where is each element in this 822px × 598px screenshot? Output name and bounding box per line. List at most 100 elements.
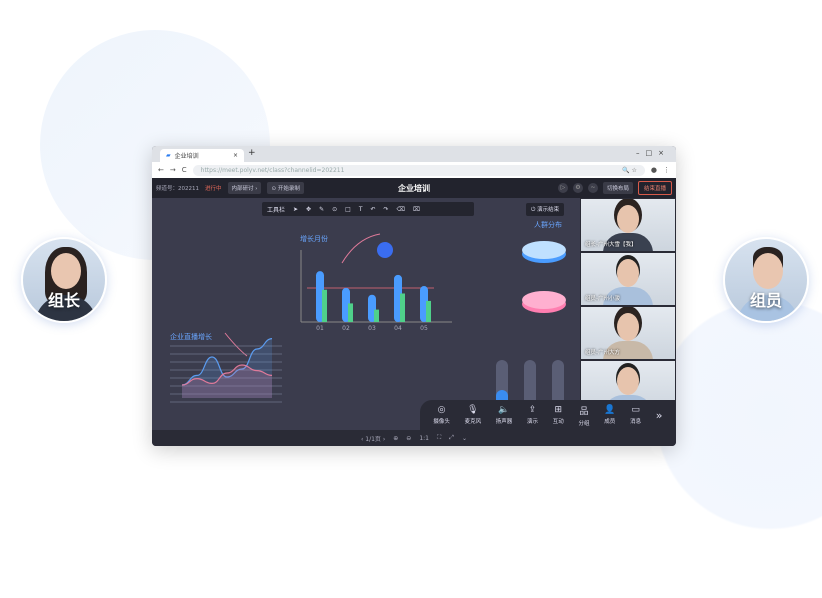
pie-blue-top [522, 241, 566, 259]
star-icon[interactable]: 🔍 ☆ [622, 166, 637, 174]
avatar-leader: 组长 [21, 237, 107, 323]
whiteboard[interactable]: 工具栏 ➤ ✥ ✎ ⊙ □ T ↶ ↷ ⌫ ⌧ ⏻ 演示结束 增长月份 企业直播增长 人群分布 0… [152, 198, 580, 430]
browser-tab[interactable]: ▰ 企业培训 × [160, 149, 244, 162]
label: 消息 [630, 419, 642, 425]
user-icon: 👤 [604, 405, 616, 415]
x-tick-label: 03 [368, 325, 376, 332]
camera-icon: ◎ [437, 405, 446, 415]
share-icon: ⇪ [528, 405, 537, 415]
profile-icon[interactable]: ● [650, 166, 657, 174]
area [182, 338, 272, 398]
forward-icon[interactable]: → [169, 166, 176, 174]
channel-id: 频道号：202211 [156, 186, 199, 192]
label: 摄像头 [433, 419, 450, 425]
label: 扬声器 [495, 419, 513, 425]
label: 分组 [578, 420, 590, 427]
browser-window: ▰ 企业培训 × + –□× ← → C https://meet.polyv.net/… [152, 146, 676, 446]
x-tick-label: 04 [394, 325, 402, 332]
url-input[interactable]: https://meet.polyv.net/class?channelid=2… [192, 164, 645, 176]
messages-button[interactable]: ▭ 消息 [630, 405, 641, 425]
microphone-icon: 🎙 [467, 405, 479, 415]
toolbar-label: 工具栏 [267, 206, 286, 214]
back-icon[interactable]: ← [158, 166, 164, 174]
discussion-button[interactable]: 内部研讨 › [227, 182, 262, 194]
circle-icon[interactable]: ⊙ [332, 205, 338, 213]
bar [426, 300, 431, 322]
group-button[interactable]: 品分组 [578, 404, 589, 427]
end-live-button[interactable]: 结束直播 [637, 181, 672, 195]
bar [374, 309, 379, 322]
video-tile[interactable]: 组员-广州大方 [581, 307, 675, 359]
x-tick-label: 01 [316, 325, 324, 332]
redo-icon[interactable]: ↷ [383, 205, 389, 213]
menu-icon[interactable]: ⋮ [663, 166, 670, 174]
area [182, 365, 272, 398]
members-button[interactable]: 👤 成员 [604, 405, 615, 425]
camera-button[interactable]: ◎ 摄像头 [433, 405, 450, 425]
undo-icon[interactable]: ↶ [370, 205, 376, 213]
fit-icon[interactable]: ⤢ [449, 434, 454, 441]
line-chart-title: 企业直播增长 [170, 333, 212, 341]
whiteboard-charts: 01 02 03 04 05 [170, 233, 566, 430]
pen-icon[interactable]: ✎ [319, 205, 325, 213]
actual-size-icon[interactable]: 1:1 [419, 434, 429, 442]
speaker-icon: 🔈 [498, 405, 510, 415]
bar-chart-title: 增长月份 [300, 235, 328, 243]
reload-icon[interactable]: C [181, 166, 187, 174]
avatar-label: 组员 [749, 291, 782, 310]
status-bar: ‹ 1/1页 › ⊕ ⊖ 1:1 ⛶ ⤢ ⌄ [152, 430, 676, 446]
pie-chart-title: 人群分布 [534, 221, 562, 229]
tab-title: 企业培训 [174, 153, 199, 160]
new-tab-button[interactable]: + [248, 148, 256, 158]
record-button[interactable]: ⊙ 开始录制 [267, 182, 304, 194]
x-tick-label: 05 [420, 325, 428, 332]
settings-icon[interactable]: ⚙ [572, 183, 583, 193]
arrow-annotation [341, 233, 381, 264]
label: 演示 [527, 419, 539, 425]
bg-circle [655, 300, 822, 530]
bar [400, 293, 405, 322]
more-icon[interactable]: » [655, 408, 663, 422]
present-button[interactable]: ⇪ 演示 [527, 405, 538, 425]
video-name: 组长-广州大雪【我】 [585, 242, 637, 248]
text-icon[interactable]: T [358, 205, 363, 213]
rectangle-icon[interactable]: □ [345, 205, 351, 213]
arrow-annotation [224, 332, 248, 357]
collapse-icon[interactable]: ⌄ [461, 434, 468, 442]
video-tile[interactable]: 组长-广州大雪【我】 [581, 199, 675, 251]
window-controls[interactable]: –□× [636, 149, 670, 157]
video-tile[interactable]: 组员-广州小骏 [581, 253, 675, 305]
page-title: 企业培训 [398, 183, 430, 193]
move-icon[interactable]: ✥ [306, 205, 312, 213]
series-line [181, 338, 273, 386]
page-indicator[interactable]: ‹ 1/1页 › [360, 435, 386, 443]
avatar-label: 组长 [47, 291, 80, 310]
address-bar: ← → C https://meet.polyv.net/class?channel… [152, 162, 676, 178]
url-text: https://meet.polyv.net/class?channelid=2… [200, 166, 345, 174]
speaker-button[interactable]: 🔈 扬声器 [496, 405, 513, 425]
bar [348, 303, 353, 322]
close-tab-icon[interactable]: × [232, 152, 238, 159]
control-bar: ◎ 摄像头 🎙 麦克风 🔈 扬声器 ⇪ 演示 ⊞ 互动 品分组 👤 成员 ▭ 消息 » [420, 400, 676, 430]
video-list: 组长-广州大雪【我】 组员-广州小骏 组员-广州大方 [580, 198, 676, 430]
interact-button[interactable]: ⊞ 互动 [553, 405, 564, 425]
microphone-button[interactable]: 🎙 麦克风 [465, 405, 482, 425]
live-status: 进行中 [205, 186, 222, 192]
app-header: 频道号：202211 进行中 内部研讨 › ⊙ 开始录制 企业培训 ▷ ⚙ ~ 切换… [152, 178, 676, 198]
eraser-icon[interactable]: ⌫ [396, 205, 406, 213]
clear-icon[interactable]: ⌧ [413, 205, 420, 213]
pie-pink-top [522, 291, 566, 309]
label: 麦克风 [464, 419, 482, 425]
zoom-in-icon[interactable]: ⊕ [393, 434, 399, 442]
message-icon: ▭ [631, 405, 640, 415]
signal-icon[interactable]: ~ [587, 183, 598, 193]
bar [322, 289, 327, 322]
label: 互动 [552, 419, 564, 425]
switch-layout-button[interactable]: 切换布局 [602, 182, 633, 194]
fullscreen-icon[interactable]: ⛶ [436, 434, 442, 441]
end-demo-button[interactable]: ⏻ 演示结束 [526, 203, 565, 216]
play-icon[interactable]: ▷ [557, 183, 568, 193]
label: 成员 [604, 419, 616, 425]
pointer-icon[interactable]: ➤ [293, 205, 299, 213]
zoom-out-icon[interactable]: ⊖ [406, 434, 412, 442]
